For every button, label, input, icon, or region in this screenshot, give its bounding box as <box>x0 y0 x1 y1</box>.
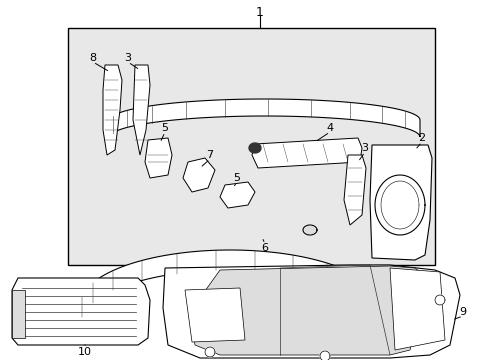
Polygon shape <box>305 226 314 234</box>
Polygon shape <box>220 182 254 208</box>
Polygon shape <box>145 138 172 178</box>
Polygon shape <box>163 265 459 358</box>
Polygon shape <box>343 155 365 225</box>
Polygon shape <box>369 145 431 260</box>
Polygon shape <box>80 250 363 322</box>
Polygon shape <box>389 268 444 350</box>
Polygon shape <box>68 28 434 265</box>
Polygon shape <box>184 288 244 342</box>
Text: 7: 7 <box>206 150 213 160</box>
Text: 4: 4 <box>326 123 333 133</box>
Polygon shape <box>251 138 361 168</box>
Polygon shape <box>12 290 25 338</box>
Polygon shape <box>133 65 150 155</box>
Polygon shape <box>204 347 215 357</box>
Polygon shape <box>434 295 444 305</box>
Text: 5: 5 <box>161 123 168 133</box>
Text: 3: 3 <box>361 143 368 153</box>
Text: 8: 8 <box>89 53 96 63</box>
Text: 5: 5 <box>233 173 240 183</box>
Polygon shape <box>183 158 215 192</box>
Polygon shape <box>248 143 261 153</box>
Text: 1: 1 <box>256 6 264 19</box>
Text: 3: 3 <box>124 53 131 63</box>
Polygon shape <box>190 266 429 355</box>
Text: 6: 6 <box>261 243 268 253</box>
Polygon shape <box>110 99 419 137</box>
Text: 9: 9 <box>459 307 466 317</box>
Polygon shape <box>103 65 122 155</box>
Text: 10: 10 <box>78 347 92 357</box>
Polygon shape <box>320 351 329 360</box>
Text: 2: 2 <box>418 133 425 143</box>
Polygon shape <box>12 278 150 345</box>
